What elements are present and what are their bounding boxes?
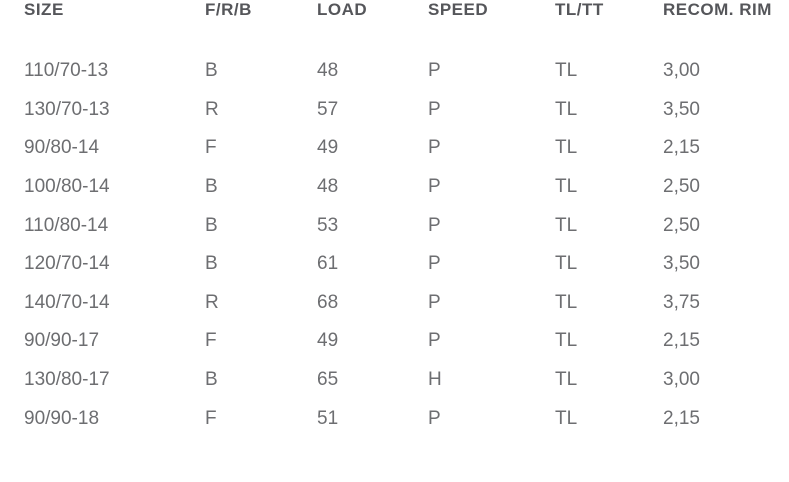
table-row: 90/90-17 F 49 P TL 2,15 [24, 322, 789, 361]
cell-speed: P [428, 98, 441, 120]
cell-load: 48 [317, 60, 339, 82]
cell-speed: P [428, 214, 441, 236]
cell-rim: 3,75 [663, 291, 700, 313]
tyre-spec-table: SIZE F/R/B LOAD SPEED TL/TT RECOM. RIM 1… [24, 0, 789, 438]
cell-tltt: TL [555, 369, 578, 391]
cell-load: 53 [317, 214, 339, 236]
cell-load: 51 [317, 407, 339, 429]
cell-frb: B [205, 253, 218, 275]
cell-tltt: TL [555, 407, 578, 429]
cell-frb: F [205, 330, 217, 352]
cell-tltt: TL [555, 176, 578, 198]
cell-frb: F [205, 407, 217, 429]
cell-tltt: TL [555, 253, 578, 275]
table-row: 110/70-13 B 48 P TL 3,00 [24, 20, 789, 91]
cell-load: 49 [317, 137, 339, 159]
table-row: 130/80-17 B 65 H TL 3,00 [24, 361, 789, 400]
cell-load: 49 [317, 330, 339, 352]
cell-rim: 3,00 [663, 60, 700, 82]
table-row: 90/90-18 F 51 P TL 2,15 [24, 399, 789, 438]
cell-speed: P [428, 407, 441, 429]
cell-load: 61 [317, 253, 339, 275]
cell-size: 100/80-14 [24, 176, 110, 198]
cell-frb: R [205, 98, 219, 120]
table-row: 90/80-14 F 49 P TL 2,15 [24, 129, 789, 168]
cell-tltt: TL [555, 291, 578, 313]
cell-rim: 3,50 [663, 98, 700, 120]
cell-speed: P [428, 253, 441, 275]
cell-frb: R [205, 291, 219, 313]
cell-size: 130/80-17 [24, 369, 110, 391]
cell-size: 110/70-13 [24, 60, 109, 82]
cell-frb: B [205, 176, 218, 198]
cell-size: 90/90-18 [24, 407, 100, 429]
cell-frb: F [205, 137, 217, 159]
cell-rim: 3,50 [663, 253, 700, 275]
col-header-frb: F/R/B [205, 0, 252, 19]
col-header-size: SIZE [24, 0, 64, 19]
cell-load: 57 [317, 98, 339, 120]
cell-load: 68 [317, 291, 339, 313]
cell-rim: 2,15 [663, 330, 700, 352]
table-row: 110/80-14 B 53 P TL 2,50 [24, 206, 789, 245]
table-header: SIZE F/R/B LOAD SPEED TL/TT RECOM. RIM [24, 0, 789, 20]
col-header-tltt: TL/TT [555, 0, 604, 19]
cell-speed: P [428, 291, 441, 313]
table-row: 140/70-14 R 68 P TL 3,75 [24, 284, 789, 323]
cell-size: 110/80-14 [24, 214, 109, 236]
cell-rim: 3,00 [663, 369, 700, 391]
cell-rim: 2,50 [663, 214, 700, 236]
cell-rim: 2,15 [663, 407, 700, 429]
cell-tltt: TL [555, 330, 578, 352]
cell-load: 65 [317, 369, 339, 391]
cell-size: 140/70-14 [24, 291, 110, 313]
cell-speed: H [428, 369, 442, 391]
cell-tltt: TL [555, 60, 578, 82]
cell-frb: B [205, 214, 218, 236]
cell-tltt: TL [555, 214, 578, 236]
table-row: 130/70-13 R 57 P TL 3,50 [24, 91, 789, 130]
cell-size: 90/90-17 [24, 330, 100, 352]
cell-speed: P [428, 176, 441, 198]
cell-rim: 2,50 [663, 176, 700, 198]
table-row: 100/80-14 B 48 P TL 2,50 [24, 168, 789, 207]
table-body: 110/70-13 B 48 P TL 3,00 130/70-13 R 57 P TL 3,50 90… [24, 20, 789, 438]
cell-speed: P [428, 330, 441, 352]
cell-frb: B [205, 369, 218, 391]
cell-size: 120/70-14 [24, 253, 110, 275]
cell-rim: 2,15 [663, 137, 700, 159]
col-header-rim: RECOM. RIM [663, 0, 772, 19]
col-header-speed: SPEED [428, 0, 489, 19]
cell-load: 48 [317, 176, 339, 198]
col-header-load: LOAD [317, 0, 368, 19]
cell-frb: B [205, 60, 218, 82]
table-row: 120/70-14 B 61 P TL 3,50 [24, 245, 789, 284]
cell-tltt: TL [555, 98, 578, 120]
header-row: SIZE F/R/B LOAD SPEED TL/TT RECOM. RIM [24, 0, 789, 20]
cell-speed: P [428, 137, 441, 159]
cell-size: 90/80-14 [24, 137, 100, 159]
cell-size: 130/70-13 [24, 98, 110, 120]
cell-speed: P [428, 60, 441, 82]
cell-tltt: TL [555, 137, 578, 159]
